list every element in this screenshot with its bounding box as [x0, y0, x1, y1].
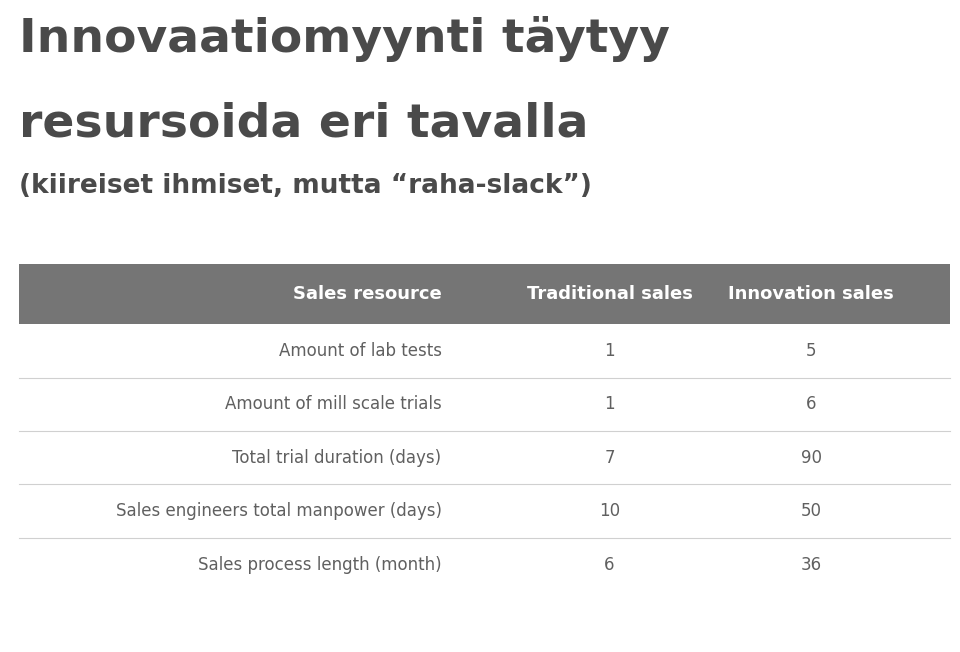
Text: 1: 1 — [604, 395, 615, 413]
Text: Amount of mill scale trials: Amount of mill scale trials — [225, 395, 442, 413]
Text: Sales resource: Sales resource — [293, 285, 442, 303]
Text: Sales process length (month): Sales process length (month) — [198, 556, 442, 574]
Text: 10: 10 — [599, 502, 620, 520]
Text: 7: 7 — [605, 449, 614, 467]
Text: 50: 50 — [801, 502, 822, 520]
Text: resursoida eri tavalla: resursoida eri tavalla — [19, 101, 588, 146]
Text: 90: 90 — [801, 449, 822, 467]
Text: (kiireiset ihmiset, mutta “raha-slack”): (kiireiset ihmiset, mutta “raha-slack”) — [19, 173, 592, 199]
Text: 6: 6 — [605, 556, 614, 574]
Text: Innovaatiomyynti täytyy: Innovaatiomyynti täytyy — [19, 16, 670, 63]
Text: 5: 5 — [806, 342, 816, 360]
Text: 36: 36 — [801, 556, 822, 574]
Text: Amount of lab tests: Amount of lab tests — [278, 342, 442, 360]
Text: 6: 6 — [806, 395, 816, 413]
Text: 1: 1 — [604, 342, 615, 360]
Text: Total trial duration (days): Total trial duration (days) — [232, 449, 442, 467]
Text: Traditional sales: Traditional sales — [527, 285, 692, 303]
Text: Sales engineers total manpower (days): Sales engineers total manpower (days) — [115, 502, 442, 520]
Text: Innovation sales: Innovation sales — [729, 285, 894, 303]
